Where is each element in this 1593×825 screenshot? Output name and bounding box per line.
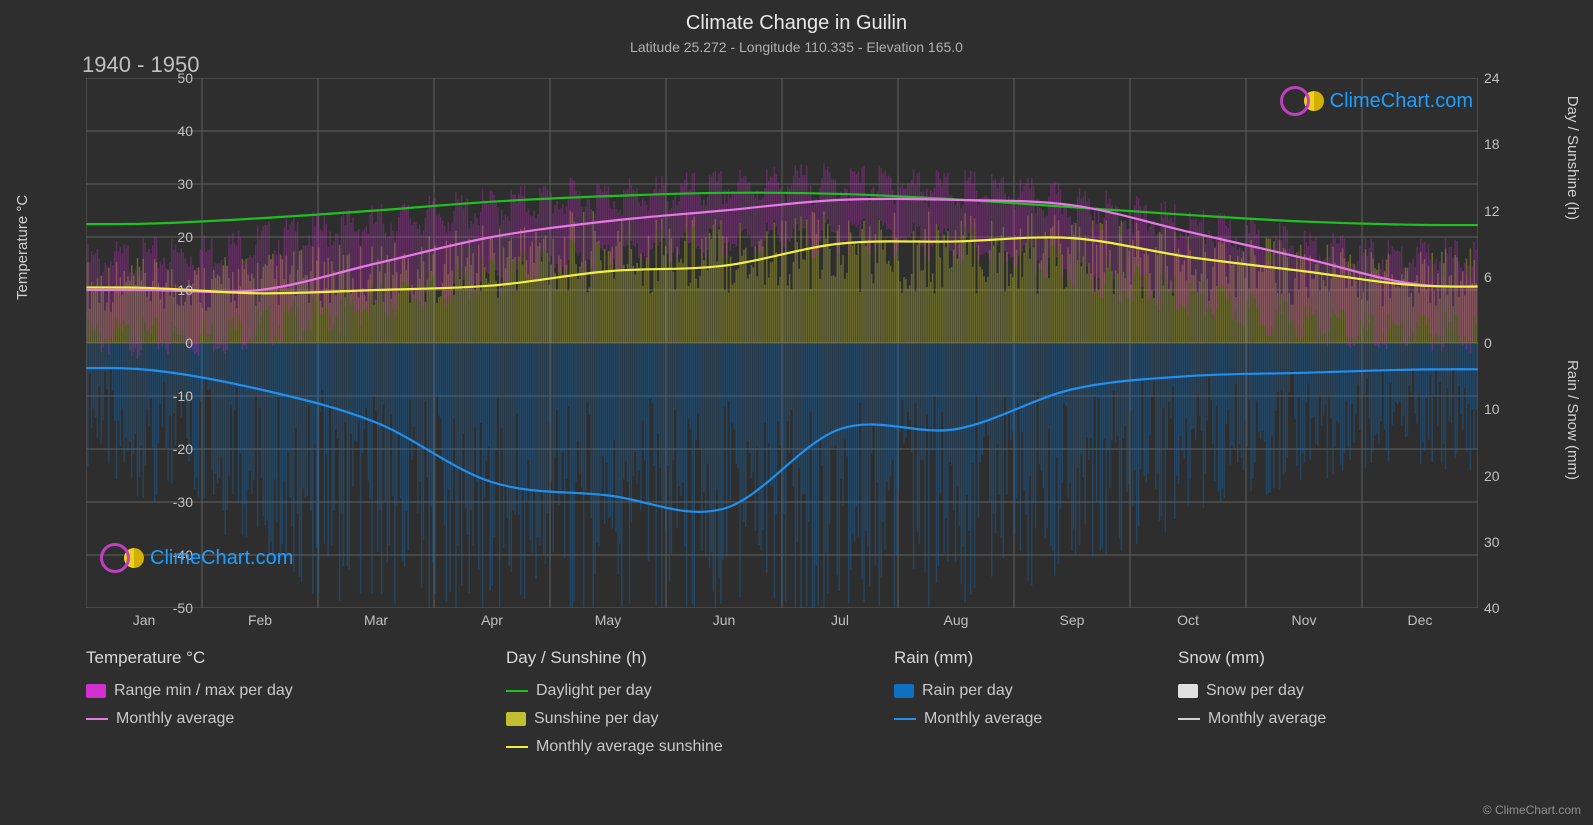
swatch-sunshine-monthly <box>506 746 528 748</box>
legend-daysun-header: Day / Sunshine (h) <box>506 648 723 668</box>
legend-rain-daily: Rain per day <box>894 682 1042 700</box>
swatch-snow-monthly <box>1178 718 1200 720</box>
x-tick: Aug <box>916 612 996 628</box>
swatch-sunshine <box>506 712 526 726</box>
y-tick-left: -20 <box>133 441 193 457</box>
x-tick: Nov <box>1264 612 1344 628</box>
legend-snow-daily-label: Snow per day <box>1206 682 1304 700</box>
legend-temp-monthly: Monthly average <box>86 710 293 728</box>
y-tick-right: 10 <box>1484 401 1524 417</box>
legend-sunshine: Sunshine per day <box>506 710 723 728</box>
y-tick-right: 20 <box>1484 468 1524 484</box>
y-tick-left: -30 <box>133 494 193 510</box>
logo-circle-icon <box>100 543 130 573</box>
legend-rain-monthly: Monthly average <box>894 710 1042 728</box>
legend-snow: Snow (mm) Snow per day Monthly average <box>1178 648 1326 728</box>
swatch-snow <box>1178 684 1198 698</box>
legend-snow-header: Snow (mm) <box>1178 648 1326 668</box>
logo-top: ClimeChart.com <box>1280 86 1473 116</box>
logo-text-top: ClimeChart.com <box>1330 90 1473 113</box>
swatch-temp-range <box>86 684 106 698</box>
x-tick: Dec <box>1380 612 1460 628</box>
y-tick-right: 6 <box>1484 269 1524 285</box>
logo-bottom: ClimeChart.com <box>100 543 293 573</box>
x-tick: Mar <box>336 612 416 628</box>
swatch-rain <box>894 684 914 698</box>
y-tick-right: 24 <box>1484 70 1524 86</box>
y-tick-left: 40 <box>133 123 193 139</box>
chart-svg <box>86 78 1478 608</box>
chart-subtitle: Latitude 25.272 - Longitude 110.335 - El… <box>0 35 1593 55</box>
y-tick-right: 30 <box>1484 534 1524 550</box>
chart-container: Climate Change in Guilin Latitude 25.272… <box>0 0 1593 825</box>
y-tick-right: 12 <box>1484 203 1524 219</box>
y-axis-left-label: Temperature °C <box>14 195 31 300</box>
legend-sunshine-monthly-label: Monthly average sunshine <box>536 738 723 756</box>
x-tick: May <box>568 612 648 628</box>
swatch-temp-monthly <box>86 718 108 720</box>
x-tick: Jun <box>684 612 764 628</box>
y-tick-right: 0 <box>1484 335 1524 351</box>
logo-text-bottom: ClimeChart.com <box>150 547 293 570</box>
legend-rain-daily-label: Rain per day <box>922 682 1013 700</box>
legend-rain: Rain (mm) Rain per day Monthly average <box>894 648 1042 728</box>
legend-temp-header: Temperature °C <box>86 648 293 668</box>
y-tick-left: 50 <box>133 70 193 86</box>
legend-sunshine-label: Sunshine per day <box>534 710 659 728</box>
x-tick: Oct <box>1148 612 1228 628</box>
copyright: © ClimeChart.com <box>1483 803 1581 817</box>
plot-area <box>86 78 1478 608</box>
y-tick-left: 20 <box>133 229 193 245</box>
legend-sunshine-monthly: Monthly average sunshine <box>506 738 723 756</box>
x-tick: Jan <box>104 612 184 628</box>
y-tick-left: -10 <box>133 388 193 404</box>
y-axis-right-top-label: Day / Sunshine (h) <box>1564 96 1581 220</box>
y-tick-right: 18 <box>1484 136 1524 152</box>
logo-circle-icon <box>1280 86 1310 116</box>
chart-title: Climate Change in Guilin <box>0 0 1593 35</box>
y-tick-right: 40 <box>1484 600 1524 616</box>
legend-snow-monthly: Monthly average <box>1178 710 1326 728</box>
swatch-rain-monthly <box>894 718 916 720</box>
x-tick: Jul <box>800 612 880 628</box>
x-tick: Sep <box>1032 612 1112 628</box>
legend-snow-monthly-label: Monthly average <box>1208 710 1326 728</box>
y-tick-left: 30 <box>133 176 193 192</box>
y-tick-left: 0 <box>133 335 193 351</box>
y-axis-right-bottom-label: Rain / Snow (mm) <box>1564 360 1581 480</box>
legend-rain-monthly-label: Monthly average <box>924 710 1042 728</box>
legend-daylight-label: Daylight per day <box>536 682 652 700</box>
legend-snow-daily: Snow per day <box>1178 682 1326 700</box>
legend-daysun: Day / Sunshine (h) Daylight per day Suns… <box>506 648 723 756</box>
x-tick: Apr <box>452 612 532 628</box>
legend-temp-range-label: Range min / max per day <box>114 682 293 700</box>
legend-temp-range: Range min / max per day <box>86 682 293 700</box>
y-tick-left: 10 <box>133 282 193 298</box>
legend-temp-monthly-label: Monthly average <box>116 710 234 728</box>
swatch-daylight <box>506 690 528 692</box>
legend-daylight: Daylight per day <box>506 682 723 700</box>
legend-rain-header: Rain (mm) <box>894 648 1042 668</box>
legend-temperature: Temperature °C Range min / max per day M… <box>86 648 293 728</box>
x-tick: Feb <box>220 612 300 628</box>
